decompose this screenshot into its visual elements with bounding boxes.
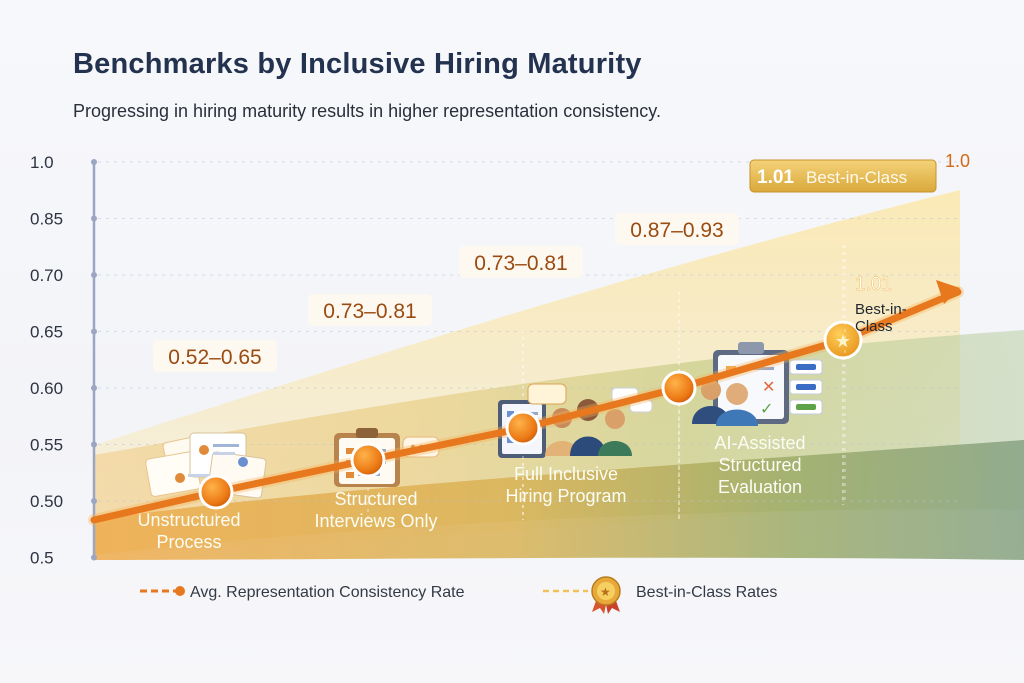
stage-label: Unstructured (137, 510, 240, 530)
stage-label: Hiring Program (505, 486, 626, 506)
svg-text:✕: ✕ (762, 377, 775, 396)
data-point (350, 442, 386, 478)
y-tick-mark (91, 441, 97, 448)
legend-label-best: Best-in-Class Rates (636, 584, 777, 601)
stage-label: Interviews Only (314, 511, 437, 531)
y-axis-ticks: 1.0 0.85 0.70 0.65 0.60 0.55 0.50 0.5 (30, 153, 97, 568)
stage-label: Evaluation (718, 477, 802, 497)
series-avg-consistency: 0.52–0.65 0.73–0.81 0.73–0.81 0.87–0.93 ★ (88, 213, 964, 526)
badge-value: 1.01 (757, 167, 794, 188)
y-tick-mark (91, 498, 97, 504)
data-label-bg (615, 213, 739, 245)
y-tick-label: 0.60 (30, 379, 63, 398)
side-value: 1.01 (855, 274, 892, 295)
y-tick-mark (91, 385, 97, 391)
page-subtitle: Progressing in hiring maturity results i… (73, 101, 661, 121)
y-tick-mark (91, 215, 97, 222)
best-in-class-point (823, 320, 863, 360)
lower-band (94, 440, 1024, 560)
best-in-class-side-label: 1.01 Best-in- Class (855, 274, 907, 335)
y-tick-label: 0.55 (30, 436, 63, 455)
side-label-line: Class (855, 318, 893, 335)
svg-text:★: ★ (600, 585, 611, 599)
data-label: 0.73–0.81 (474, 252, 567, 275)
y-tick-mark (91, 159, 97, 165)
y-tick-label: 0.85 (30, 210, 63, 229)
arrow-end-label: 1.0 (945, 151, 970, 171)
side-label-line: Best-in- (855, 301, 907, 318)
badge-box (749, 159, 937, 193)
best-in-class-badge: 1.01 Best-in-Class (749, 159, 937, 193)
y-tick-label: 1.0 (30, 153, 54, 172)
data-point (505, 410, 541, 446)
stage-label: Full Inclusive (514, 464, 618, 484)
page-title: Benchmarks by Inclusive Hiring Maturity (73, 48, 642, 80)
y-tick-mark (91, 272, 97, 278)
stage-label: AI-Assisted (714, 433, 805, 453)
y-tick-label: 0.50 (30, 492, 63, 511)
data-label-bg (153, 340, 277, 372)
y-tick-label: 0.5 (30, 549, 54, 568)
data-point (661, 370, 697, 406)
badge-text: Best-in-Class (806, 168, 907, 187)
data-label: 0.87–0.93 (630, 219, 723, 242)
trend-arrowhead (936, 280, 960, 304)
legend: Avg. Representation Consistency Rate ★ B… (140, 576, 777, 614)
y-tick-label: 0.70 (30, 266, 63, 285)
stage-labels: UnstructuredProcessStructuredInterviews … (137, 433, 805, 552)
star-icon: ★ (835, 331, 851, 352)
data-label: 0.73–0.81 (323, 300, 416, 323)
data-label-bg (308, 294, 432, 326)
medal-icon: ★ (591, 576, 621, 614)
legend-label-avg: Avg. Representation Consistency Rate (190, 584, 465, 601)
svg-text:✓: ✓ (760, 399, 773, 418)
y-tick-mark (91, 554, 97, 561)
data-label: 0.52–0.65 (168, 346, 261, 369)
data-point (198, 474, 234, 510)
stage-label: Process (156, 532, 221, 552)
ai-evaluation-icon: ✕ ✓ (692, 342, 823, 426)
data-label-bg (459, 246, 583, 278)
y-tick-label: 0.65 (30, 323, 63, 342)
stage-label: Structured (718, 455, 801, 475)
legend-dot (175, 586, 185, 596)
stage-label: Structured (334, 489, 417, 509)
y-tick-mark (91, 328, 97, 335)
